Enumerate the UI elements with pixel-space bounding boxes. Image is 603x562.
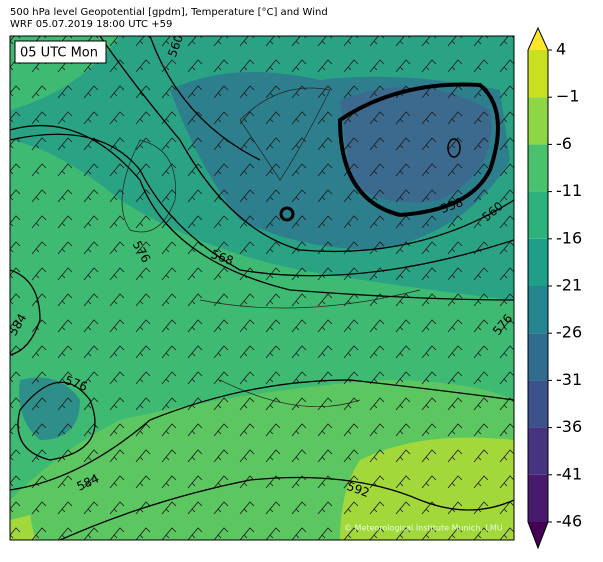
colorbar-tick-label: -41 bbox=[556, 464, 582, 483]
colorbar-tick-label: 4 bbox=[556, 40, 566, 59]
map: 05 UTC Mon © Meteorological Institute Mu… bbox=[10, 36, 514, 540]
colorbar: -46 -41 -36 -31 -26 -21 -16 -11 -6 −1 4 bbox=[527, 26, 582, 550]
map-frame bbox=[9, 35, 515, 541]
colorbar-tick-label: -16 bbox=[556, 228, 582, 247]
colorbar-extend-high bbox=[528, 28, 548, 50]
colorbar-tick-label: -46 bbox=[556, 512, 582, 531]
colorbar-band bbox=[528, 474, 548, 522]
colorbar-tick-label: -36 bbox=[556, 417, 582, 436]
colorbar-tick-label: −1 bbox=[556, 87, 580, 106]
colorbar-tick-label: -21 bbox=[556, 276, 582, 295]
colorbar-tick-label: -6 bbox=[556, 134, 572, 153]
time-label: 05 UTC Mon bbox=[20, 46, 98, 61]
colorbar-band bbox=[528, 238, 548, 286]
colorbar-band bbox=[528, 97, 548, 145]
subtitle: WRF 05.07.2019 18:00 UTC +59 bbox=[10, 19, 172, 30]
colorbar-band bbox=[528, 191, 548, 239]
colorbar-band bbox=[528, 286, 548, 334]
colorbar-band bbox=[528, 380, 548, 428]
colorbar-tick-label: -11 bbox=[556, 181, 582, 200]
credit: © Meteorological Institute Munich, LMU bbox=[344, 524, 503, 533]
colorbar-band bbox=[528, 144, 548, 192]
colorbar-band bbox=[528, 333, 548, 381]
title: 500 hPa level Geopotential [gpdm], Tempe… bbox=[10, 7, 328, 18]
colorbar-band bbox=[528, 50, 548, 98]
colorbar-tick-label: -31 bbox=[556, 370, 582, 389]
colorbar-tick-label: -26 bbox=[556, 323, 582, 342]
colorbar-extend-low bbox=[528, 522, 548, 548]
colorbar-band bbox=[528, 427, 548, 475]
